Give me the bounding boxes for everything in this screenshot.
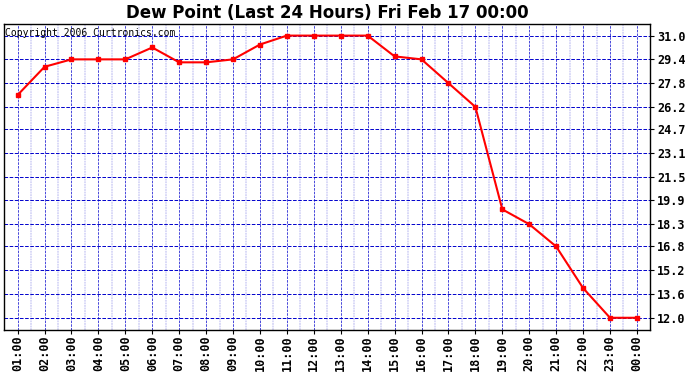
Title: Dew Point (Last 24 Hours) Fri Feb 17 00:00: Dew Point (Last 24 Hours) Fri Feb 17 00:… <box>126 4 529 22</box>
Text: Copyright 2006 Curtronics.com: Copyright 2006 Curtronics.com <box>6 28 176 38</box>
